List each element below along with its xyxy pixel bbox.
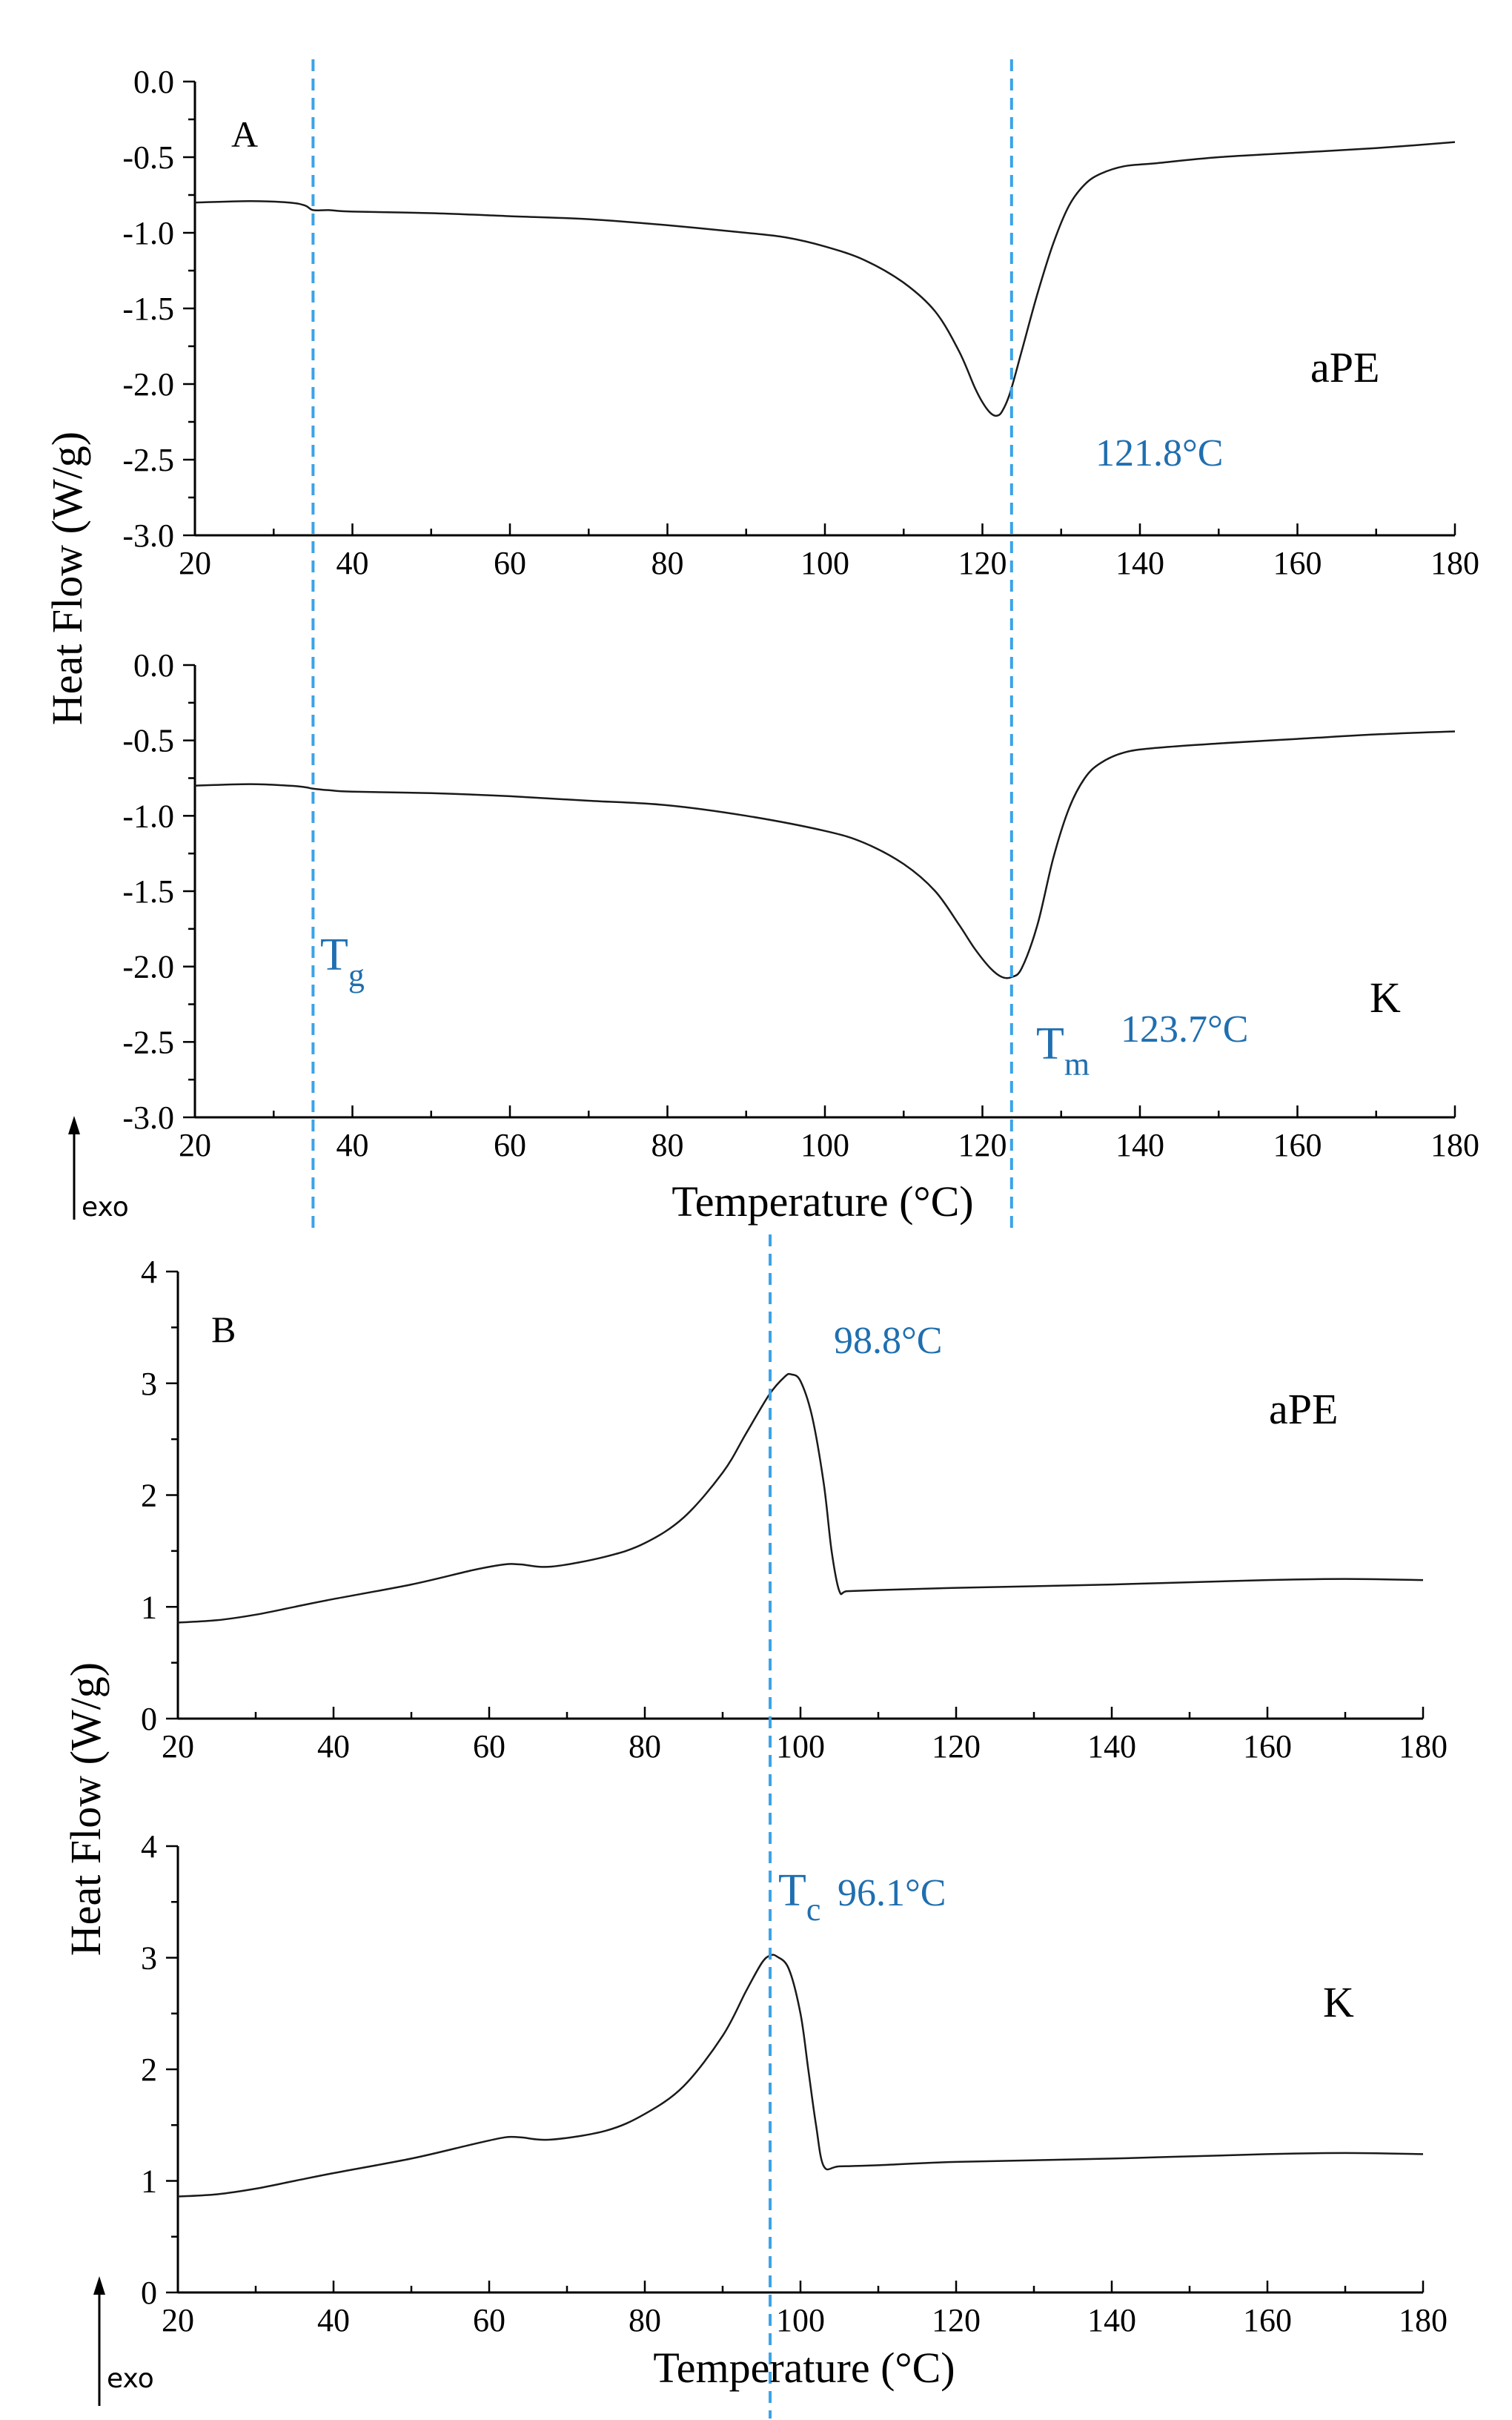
x-tick-label: 180 [1399, 2302, 1448, 2338]
tc-symbol: T [778, 1865, 806, 1916]
tg-subscript: g [348, 957, 365, 994]
series-line-ape [194, 141, 1456, 417]
x-tick-label: 100 [800, 1127, 849, 1163]
plot-a-ape: 20 40 60 80 100 120 140 160 180 0.0 -0.5 -1.0 -1.5 -2… [122, 64, 1479, 581]
peak-label-b-k: 96.1°C [838, 1872, 946, 1914]
x-tick-label: 60 [473, 2302, 505, 2338]
y-tick-label: 2 [141, 1478, 157, 1514]
y-tick-label: -1.0 [122, 798, 174, 834]
exo-label-a: exo [82, 1192, 129, 1223]
x-tick-label: 40 [336, 1127, 369, 1163]
series-label-b-k: K [1323, 1978, 1354, 2026]
y-tick-label: 1 [141, 1589, 157, 1625]
x-tick-label: 100 [776, 1728, 825, 1765]
plot-a-k: 20 40 60 80 100 120 140 160 180 0.0 -0.5 -1.0 -1.5 -2… [122, 647, 1479, 1163]
x-tick-label: 60 [494, 1127, 526, 1163]
y-tick-label: 0 [141, 2275, 157, 2311]
x-tick-label: 80 [651, 545, 684, 581]
peak-label-a-ape: 121.8°C [1095, 432, 1223, 475]
x-tick-label: 20 [162, 1728, 194, 1765]
x-tick-label: 80 [629, 1728, 661, 1765]
x-tick-label: 140 [1087, 2302, 1136, 2338]
x-axis-title-b: Temperature (°C) [653, 2344, 955, 2392]
x-tick-label: 20 [179, 545, 211, 581]
x-tick-label: 60 [494, 545, 526, 581]
y-tick-label: -0.5 [122, 723, 174, 759]
x-tick-label: 20 [179, 1127, 211, 1163]
panel-letter-b: B [211, 1309, 236, 1350]
tg-label: Tg [320, 930, 365, 994]
y-tick-label: 0.0 [133, 647, 174, 684]
x-tick-label: 140 [1115, 545, 1164, 581]
x-tick-label: 80 [629, 2302, 661, 2338]
y-tick-label: 2 [141, 2052, 157, 2088]
x-tick-label: 40 [317, 1728, 350, 1765]
x-tick-label: 160 [1243, 1728, 1292, 1765]
y-tick-label: -1.5 [122, 873, 174, 910]
peak-label-b-ape: 98.8°C [834, 1320, 942, 1362]
x-tick-label: 180 [1399, 1728, 1448, 1765]
exo-label-b: exo [107, 2364, 154, 2394]
tm-symbol: T [1036, 1019, 1064, 1069]
x-tick-label: 180 [1430, 1127, 1479, 1163]
x-tick-label: 120 [958, 545, 1007, 581]
x-tick-label: 160 [1273, 545, 1322, 581]
x-axis-title-a: Temperature (°C) [672, 1177, 973, 1226]
x-tick-label: 140 [1087, 1728, 1136, 1765]
series-line-ape [177, 1372, 1424, 1624]
panel-letter-a: A [231, 113, 258, 155]
x-tick-label: 180 [1430, 545, 1479, 581]
series-label-a-k: K [1370, 973, 1401, 1022]
peak-label-a-k: 123.7°C [1121, 1008, 1248, 1051]
exo-arrow-b [93, 2276, 105, 2406]
y-tick-label: -2.0 [122, 949, 174, 985]
series-line-k [177, 1954, 1424, 2198]
plot-b-k: 20 40 60 80 100 120 140 160 180 0 1 2 3 4 [141, 1828, 1448, 2338]
tm-label: Tm [1036, 1019, 1090, 1082]
x-tick-label: 160 [1243, 2302, 1292, 2338]
series-line-k [194, 730, 1456, 979]
x-tick-label: 160 [1273, 1127, 1322, 1163]
tc-label: Tc [778, 1865, 820, 1928]
y-tick-label: 4 [141, 1828, 157, 1865]
y-tick-label: 3 [141, 1366, 157, 1402]
y-tick-label: -0.5 [122, 139, 174, 176]
series-label-a-ape: aPE [1310, 343, 1379, 391]
y-axis-title-a: Heat Flow (W/g) [43, 432, 91, 725]
tg-symbol: T [320, 930, 348, 980]
y-tick-label: 4 [141, 1254, 157, 1290]
y-tick-label: -1.0 [122, 215, 174, 251]
x-tick-label: 60 [473, 1728, 505, 1765]
x-tick-label: 20 [162, 2302, 194, 2338]
exo-arrow-a [68, 1116, 80, 1220]
x-tick-label: 120 [958, 1127, 1007, 1163]
y-tick-label: 3 [141, 1940, 157, 1977]
x-tick-label: 120 [932, 1728, 981, 1765]
y-tick-label: -2.5 [122, 442, 174, 478]
plot-b-ape: 20 40 60 80 100 120 140 160 180 0 1 2 3 4 [141, 1254, 1448, 1765]
x-tick-label: 40 [336, 545, 369, 581]
y-axis-title-b: Heat Flow (W/g) [62, 1662, 110, 1956]
y-tick-label: 1 [141, 2163, 157, 2200]
tm-subscript: m [1064, 1046, 1090, 1082]
y-tick-label: -2.0 [122, 366, 174, 403]
x-tick-label: 40 [317, 2302, 350, 2338]
y-tick-label: -1.5 [122, 291, 174, 327]
x-tick-label: 100 [800, 545, 849, 581]
y-tick-label: -2.5 [122, 1024, 174, 1060]
y-tick-label: -3.0 [122, 1100, 174, 1136]
x-tick-label: 100 [776, 2302, 825, 2338]
y-tick-label: -3.0 [122, 518, 174, 554]
y-tick-label: 0.0 [133, 64, 174, 100]
x-tick-label: 140 [1115, 1127, 1164, 1163]
x-tick-label: 80 [651, 1127, 684, 1163]
tc-subscript: c [806, 1891, 821, 1928]
series-label-b-ape: aPE [1269, 1385, 1338, 1433]
x-tick-label: 120 [932, 2302, 981, 2338]
reference-lines [311, 59, 1013, 2419]
y-tick-label: 0 [141, 1701, 157, 1737]
